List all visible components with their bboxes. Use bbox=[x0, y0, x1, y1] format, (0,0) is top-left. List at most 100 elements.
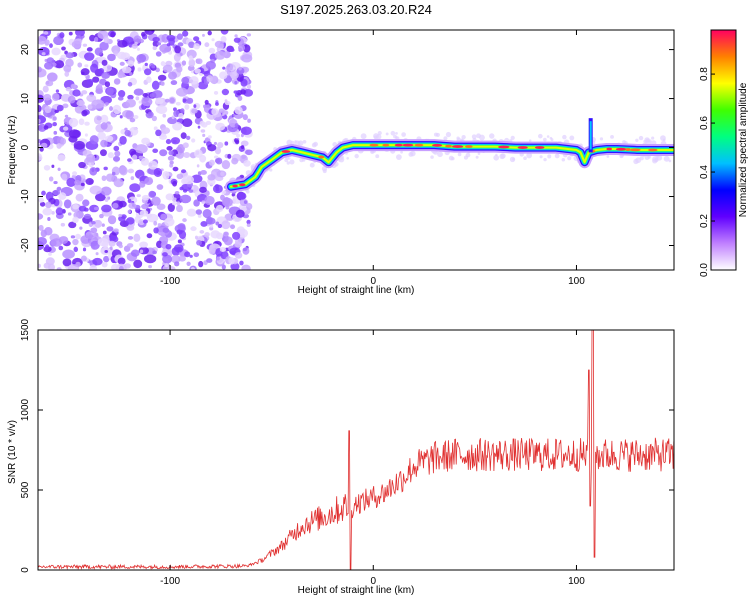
noise-blob bbox=[155, 129, 162, 137]
noise-blob bbox=[160, 81, 165, 87]
noise-blob bbox=[220, 171, 225, 177]
noise-blob bbox=[140, 157, 150, 166]
haze-dot bbox=[606, 155, 610, 158]
y-tick-label: -20 bbox=[20, 238, 31, 253]
noise-blob bbox=[148, 111, 153, 117]
noise-blob bbox=[156, 42, 162, 46]
noise-blob bbox=[162, 254, 173, 264]
noise-blob bbox=[217, 142, 224, 149]
noise-blob bbox=[47, 216, 51, 221]
noise-blob bbox=[246, 219, 251, 225]
heatmap-ridge bbox=[225, 118, 674, 193]
noise-blob bbox=[221, 220, 231, 230]
noise-blob bbox=[107, 152, 114, 159]
ridge-peak bbox=[615, 147, 627, 151]
noise-blob bbox=[61, 46, 66, 51]
noise-blob bbox=[73, 246, 79, 253]
ridge-peak bbox=[606, 147, 613, 151]
noise-blob bbox=[70, 83, 77, 89]
noise-blob bbox=[151, 64, 156, 69]
noise-blob bbox=[179, 186, 184, 191]
haze-dot bbox=[461, 134, 466, 140]
noise-blob bbox=[162, 64, 173, 73]
haze-dot bbox=[651, 136, 655, 140]
noise-blob bbox=[119, 135, 127, 145]
noise-blob bbox=[157, 74, 167, 81]
haze-dot bbox=[475, 155, 479, 159]
noise-blob bbox=[151, 196, 161, 206]
noise-blob bbox=[58, 245, 64, 251]
noise-blob bbox=[101, 241, 109, 248]
noise-blob bbox=[172, 180, 178, 187]
ridge-peak bbox=[629, 148, 641, 152]
ridge-peak bbox=[414, 143, 424, 147]
noise-blob bbox=[206, 75, 213, 83]
noise-blob bbox=[64, 71, 70, 77]
noise-blob bbox=[60, 137, 67, 145]
noise-blob bbox=[224, 99, 228, 103]
haze-dot bbox=[375, 154, 380, 159]
haze-dot bbox=[543, 157, 547, 162]
ridge-peak bbox=[498, 145, 510, 149]
haze-dot bbox=[443, 136, 448, 141]
noise-blob bbox=[136, 194, 141, 198]
noise-blob bbox=[204, 42, 210, 48]
noise-blob bbox=[125, 217, 135, 225]
ridge-peak bbox=[464, 145, 473, 148]
noise-blob bbox=[52, 189, 61, 196]
haze-dot bbox=[510, 135, 515, 140]
haze-dot bbox=[499, 153, 505, 160]
colorbar: 0.0 0.2 0.4 0.6 0.8 Normalized spectral ampl… bbox=[699, 29, 749, 277]
noise-blob bbox=[38, 143, 41, 147]
haze-dot bbox=[567, 156, 572, 161]
noise-blob bbox=[84, 52, 95, 61]
noise-blob bbox=[141, 97, 153, 107]
haze-dot bbox=[390, 130, 396, 136]
noise-blob bbox=[72, 203, 79, 210]
noise-blob bbox=[156, 184, 164, 190]
x-tick-label: 0 bbox=[370, 576, 376, 587]
y-tick-label: 10 bbox=[20, 93, 31, 105]
noise-blob bbox=[72, 171, 78, 176]
noise-blob bbox=[193, 43, 201, 50]
noise-blob bbox=[167, 116, 178, 125]
noise-blob bbox=[78, 161, 86, 169]
noise-blob bbox=[152, 250, 157, 255]
noise-blob bbox=[232, 231, 241, 240]
noise-blob bbox=[74, 179, 81, 186]
noise-blob bbox=[78, 205, 87, 212]
noise-blob bbox=[247, 118, 251, 123]
noise-blob bbox=[217, 223, 223, 229]
haze-dot bbox=[430, 155, 434, 159]
noise-blob bbox=[208, 246, 216, 255]
ridge-peak bbox=[431, 143, 443, 147]
noise-blob bbox=[194, 235, 199, 240]
noise-blob bbox=[155, 51, 162, 57]
noise-blob bbox=[202, 208, 212, 219]
noise-blob bbox=[206, 258, 213, 263]
snr-background bbox=[38, 330, 674, 570]
noise-blob bbox=[212, 184, 223, 194]
haze-dot bbox=[546, 135, 550, 138]
noise-blob bbox=[176, 33, 183, 40]
haze-dot bbox=[652, 156, 659, 163]
noise-blob bbox=[190, 226, 197, 232]
noise-blob bbox=[125, 98, 136, 108]
noise-blob bbox=[84, 64, 89, 68]
ridge-peak bbox=[534, 146, 545, 149]
noise-blob bbox=[207, 174, 216, 181]
noise-blob bbox=[65, 58, 74, 68]
noise-blob bbox=[171, 201, 177, 206]
noise-blob bbox=[246, 223, 251, 227]
noise-blob bbox=[46, 72, 58, 82]
noise-blob bbox=[86, 94, 97, 103]
haze-dot bbox=[526, 152, 533, 159]
noise-blob bbox=[181, 76, 190, 84]
noise-blob bbox=[118, 213, 123, 218]
noise-blob bbox=[204, 232, 210, 237]
noise-blob bbox=[186, 97, 194, 104]
noise-blob bbox=[153, 220, 158, 226]
noise-blob bbox=[133, 259, 143, 269]
noise-blob bbox=[213, 91, 219, 95]
noise-blob bbox=[89, 167, 98, 176]
